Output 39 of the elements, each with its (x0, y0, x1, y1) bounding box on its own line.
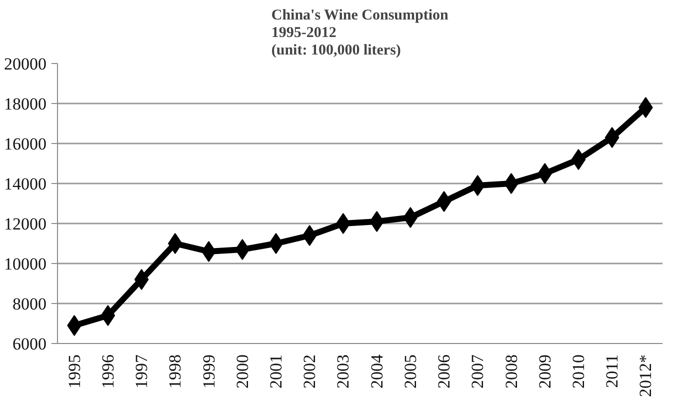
x-tick-label: 2000 (232, 354, 252, 388)
y-tick-label: 16000 (4, 134, 46, 154)
x-tick-label: 2002 (300, 354, 320, 388)
x-tick-label: 1996 (98, 354, 118, 388)
x-tick-label: 1995 (64, 354, 84, 388)
x-tick-label: 2012* (636, 354, 656, 397)
y-tick-label: 10000 (4, 254, 46, 274)
x-tick-label: 2008 (502, 354, 521, 388)
y-tick-label: 6000 (12, 334, 46, 354)
point (235, 239, 250, 260)
point (436, 191, 452, 212)
point (302, 225, 317, 246)
point (134, 269, 149, 290)
chart-title: China's Wine Consumption 1995-2012 (unit: 100,000 liters) (271, 7, 450, 58)
point (268, 233, 284, 254)
point (604, 127, 620, 148)
x-tick-label: 1998 (166, 354, 185, 388)
x-tick-label: 2011 (602, 354, 622, 388)
x-tick-label: 1999 (199, 354, 218, 388)
x-tick-label: 1997 (132, 354, 152, 388)
point (100, 305, 116, 326)
point (470, 175, 485, 196)
x-tick-label: 2009 (535, 354, 554, 388)
x-tick-label: 2006 (434, 354, 454, 388)
y-tick-label: 12000 (4, 214, 46, 234)
x-tick-label: 2004 (367, 354, 386, 388)
x-tick-label: 2003 (334, 354, 353, 388)
y-tick-label: 14000 (4, 174, 46, 194)
x-tick-label: 2005 (400, 354, 420, 388)
point (571, 149, 586, 170)
x-tick-label: 2007 (468, 354, 488, 388)
point (538, 163, 552, 184)
y-tick-label: 18000 (4, 94, 46, 114)
x-tick-label: 2001 (266, 354, 286, 388)
y-tick-label: 8000 (12, 294, 46, 314)
point (403, 207, 418, 228)
point (168, 233, 182, 254)
y-tick-label: 20000 (4, 54, 46, 74)
x-tick-label: 2010 (568, 354, 588, 388)
